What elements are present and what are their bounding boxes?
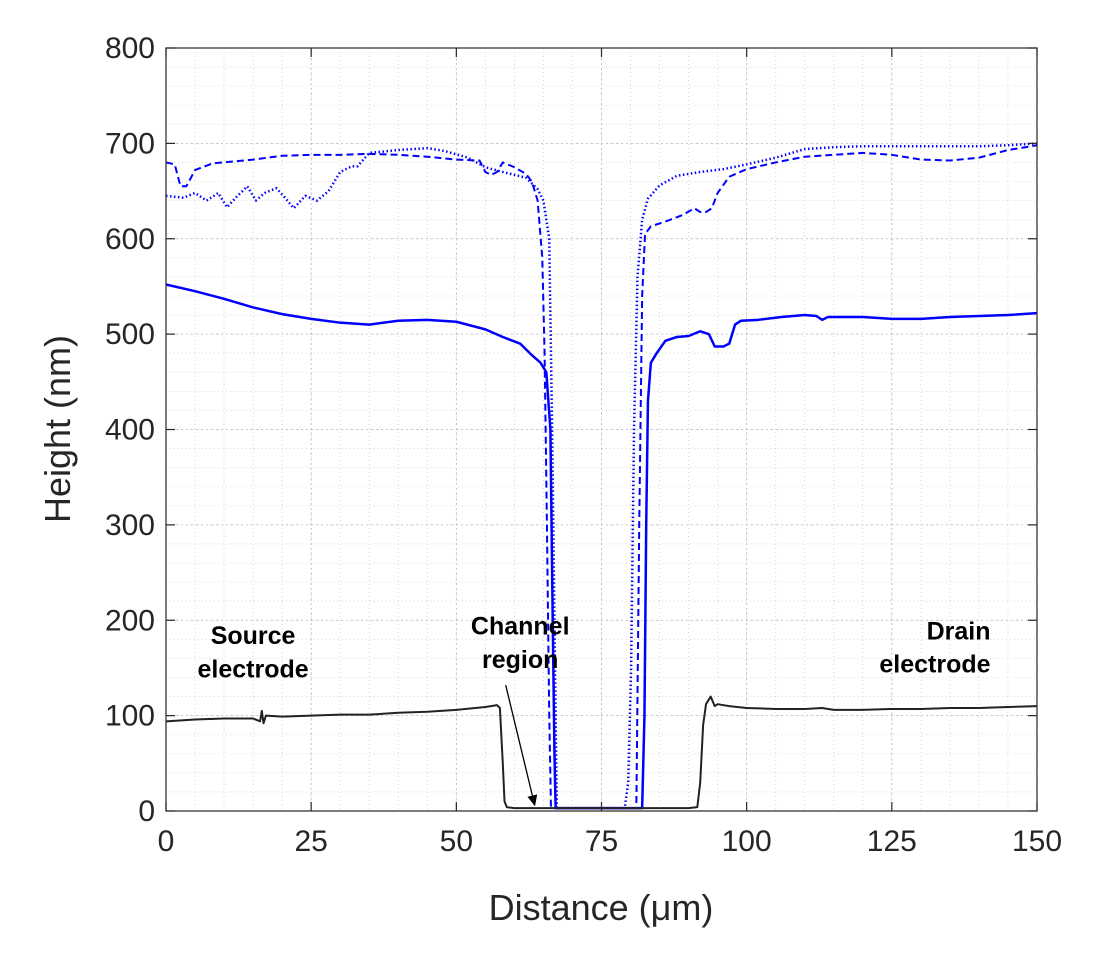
annotation-label: Drain (927, 617, 991, 645)
series-layer (165, 142, 1038, 810)
series-line-1 (165, 283, 1038, 810)
x-tick-label: 75 (585, 825, 618, 858)
x-tick-label: 25 (294, 825, 327, 858)
x-tick-label: 150 (1012, 825, 1062, 858)
annotation-label: Channel (471, 613, 570, 641)
y-tick-label: 800 (105, 32, 155, 65)
major-grid (165, 47, 1038, 812)
annotations: Source electrode Channel region Drain electro… (198, 613, 991, 684)
y-tick-label: 200 (105, 604, 155, 637)
y-tick-label: 300 (105, 509, 155, 542)
y-tick-label: 400 (105, 414, 155, 447)
series-line-4 (165, 695, 1038, 810)
y-tick-label: 100 (105, 700, 155, 733)
annotation-label: region (482, 646, 558, 674)
x-tick-label: 125 (867, 825, 917, 858)
series-line-3 (165, 142, 1038, 810)
x-tick-label: 50 (440, 825, 473, 858)
annotation-label: electrode (198, 655, 309, 683)
annotation-label: Source (211, 622, 296, 650)
y-tick-label: 700 (105, 127, 155, 160)
y-tick-labels: 0 100 200 300 400 500 600 700 800 (105, 32, 155, 828)
series-line-2 (165, 144, 1038, 810)
x-tick-label: 0 (158, 825, 175, 858)
x-tick-label: 100 (722, 825, 772, 858)
y-tick-label: 500 (105, 318, 155, 351)
y-tick-label: 0 (138, 795, 155, 828)
x-tick-labels: 0 25 50 75 100 125 150 (158, 825, 1062, 858)
annotation-arrows (505, 684, 538, 807)
y-axis-label: Height (nm) (37, 335, 78, 523)
annotation-arrow (505, 684, 538, 807)
y-tick-label: 600 (105, 223, 155, 256)
x-axis-label: Distance (μm) (489, 887, 714, 928)
axis-ticks (165, 47, 1038, 812)
annotation-label: electrode (879, 651, 990, 679)
